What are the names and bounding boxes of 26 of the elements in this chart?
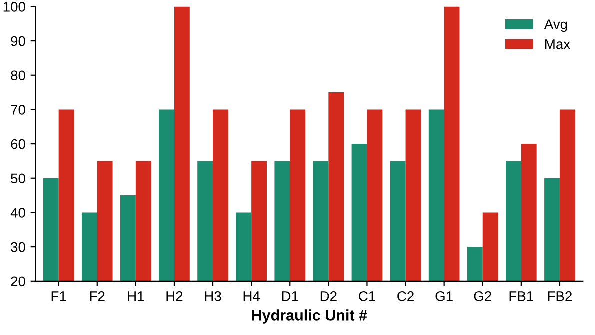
x-tick-label: H1 [128, 292, 144, 302]
legend-label: Max [546, 40, 570, 50]
x-tick-label: C1 [359, 291, 376, 302]
x-axis-title: Hydraulic Unit # [252, 310, 368, 324]
x-tick-label: G1 [436, 291, 453, 302]
y-tick-label: 100 [4, 2, 26, 12]
y-tick-label: 60 [11, 139, 26, 150]
x-tick-label: H4 [244, 292, 260, 302]
x-tick-label: F2 [90, 291, 105, 302]
x-tick-label: H3 [205, 291, 222, 302]
y-tick-label: 40 [10, 208, 26, 218]
x-tick-label: G2 [474, 291, 492, 302]
y-tick-label: 50 [11, 174, 26, 184]
x-tick-label: F1 [52, 292, 66, 302]
x-tick-label: D1 [282, 292, 298, 302]
y-tick-label: 30 [11, 242, 26, 252]
x-tick-label: FB2 [548, 291, 572, 302]
x-tick-label: H2 [166, 291, 183, 302]
x-tick-label: FB1 [510, 292, 534, 302]
y-tick-label: 80 [11, 70, 26, 81]
y-tick-label: 20 [11, 276, 26, 287]
y-tick-label: 90 [11, 36, 26, 46]
legend-label: Avg [544, 20, 568, 32]
x-tick-label: C2 [398, 291, 414, 302]
y-tick-label: 70 [11, 105, 26, 115]
x-tick-label: D2 [320, 291, 337, 302]
